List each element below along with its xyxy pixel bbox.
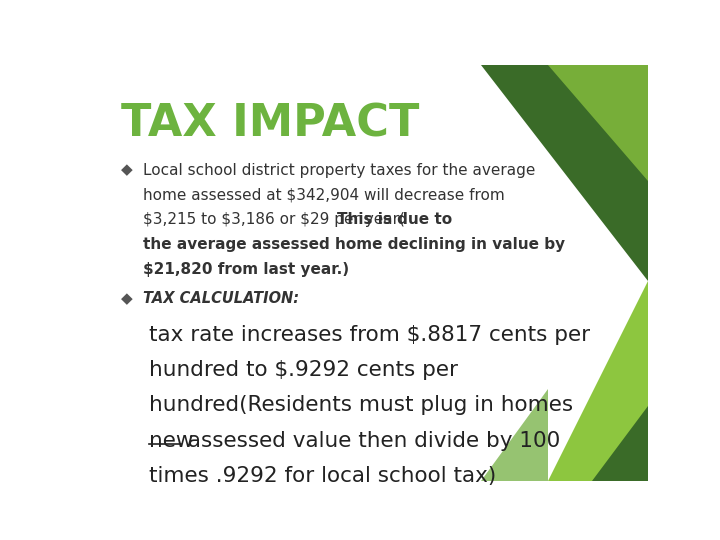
Text: times .9292 for local school tax): times .9292 for local school tax) (148, 466, 496, 486)
Text: hundred(Residents must plug in homes: hundred(Residents must plug in homes (148, 395, 572, 415)
Text: the average assessed home declining in value by: the average assessed home declining in v… (143, 238, 565, 252)
Text: TAX CALCULATION:: TAX CALCULATION: (143, 292, 299, 306)
Text: TAX IMPACT: TAX IMPACT (121, 102, 419, 145)
Polygon shape (481, 65, 648, 281)
Polygon shape (547, 65, 648, 181)
Text: new: new (148, 431, 193, 451)
Text: $21,820 from last year.): $21,820 from last year.) (143, 262, 349, 278)
Text: hundred to $.9292 cents per: hundred to $.9292 cents per (148, 360, 458, 380)
Text: $3,215 to $3,186 or $29 per year(: $3,215 to $3,186 or $29 per year( (143, 212, 405, 227)
Text: tax rate increases from $.8817 cents per: tax rate increases from $.8817 cents per (148, 325, 590, 345)
Polygon shape (593, 406, 648, 481)
Text: assessed value then divide by 100: assessed value then divide by 100 (181, 431, 560, 451)
Polygon shape (481, 389, 547, 481)
Text: Local school district property taxes for the average: Local school district property taxes for… (143, 163, 536, 178)
Text: This is due to: This is due to (337, 212, 452, 227)
Text: ◆: ◆ (121, 163, 132, 178)
Text: home assessed at $342,904 will decrease from: home assessed at $342,904 will decrease … (143, 187, 505, 202)
Text: ◆: ◆ (121, 292, 132, 306)
Polygon shape (547, 281, 648, 481)
